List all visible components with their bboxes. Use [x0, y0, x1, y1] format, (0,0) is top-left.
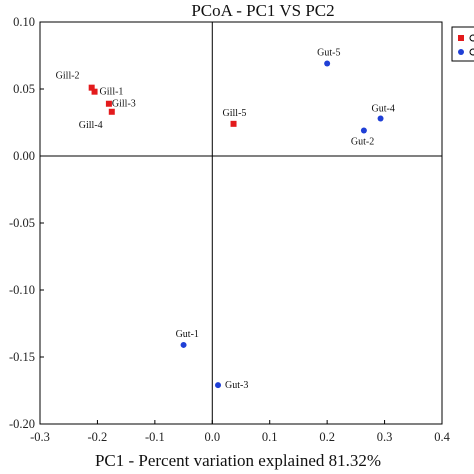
x-tick-label: 0.0	[204, 430, 220, 444]
legend-circle-marker	[458, 49, 464, 55]
legend-box	[451, 26, 474, 62]
point-label: Gut-4	[372, 103, 395, 114]
data-points: Gill-1 Gill-2 Gill-3 Gill-4 Gill-5 Gut-1 Gut-2…	[56, 48, 395, 392]
x-tick-label: -0.3	[30, 430, 50, 444]
legend-clipped-marker	[469, 48, 474, 56]
legend-square-marker	[458, 35, 464, 41]
x-tick-label: -0.1	[145, 430, 165, 444]
gill-point-marker	[88, 84, 95, 91]
x-tick-label: 0.3	[377, 430, 393, 444]
y-axis-ticks: 0.10 0.05 0.00 -0.05 -0.10 -0.15 -0.20	[9, 15, 44, 431]
gut-point-marker	[377, 115, 384, 122]
point-label: Gill-3	[112, 99, 136, 110]
point-label: Gill-1	[100, 87, 124, 98]
y-tick-label: 0.00	[13, 149, 35, 163]
y-tick-label: -0.05	[9, 216, 35, 230]
y-tick-label: -0.10	[9, 283, 35, 297]
gill-point-marker	[230, 120, 237, 127]
point-label: Gut-2	[351, 137, 374, 148]
x-tick-label: 0.4	[434, 430, 450, 444]
y-tick-label: -0.20	[9, 417, 35, 431]
point-label: Gut-3	[225, 380, 248, 391]
x-axis-label: PC1 - Percent variation explained 81.32%	[95, 451, 381, 470]
gut-point-marker	[215, 382, 222, 389]
gill-point-marker	[91, 88, 98, 95]
point-label: Gill-5	[223, 108, 247, 119]
x-tick-label: 0.1	[262, 430, 278, 444]
gill-point-marker	[105, 100, 112, 107]
legend	[451, 26, 474, 62]
legend-clipped-marker	[469, 34, 474, 42]
gut-point-marker	[360, 127, 367, 134]
point-label: Gut-5	[317, 48, 340, 59]
x-tick-label: 0.2	[319, 430, 335, 444]
y-tick-label: 0.10	[13, 15, 35, 29]
chart-title: PCoA - PC1 VS PC2	[191, 1, 334, 20]
gill-point-marker	[108, 108, 115, 115]
gut-point-marker	[180, 341, 187, 348]
y-tick-label: 0.05	[13, 82, 35, 96]
x-axis-ticks: -0.3 -0.2 -0.1 0.0 0.1 0.2 0.3 0.4	[30, 420, 451, 444]
y-tick-label: -0.15	[9, 350, 35, 364]
point-label: Gut-1	[176, 329, 199, 340]
reference-lines	[40, 22, 442, 424]
x-tick-label: -0.2	[88, 430, 108, 444]
gut-point-marker	[324, 60, 331, 67]
point-label: Gill-2	[56, 71, 80, 82]
point-label: Gill-4	[79, 120, 103, 131]
